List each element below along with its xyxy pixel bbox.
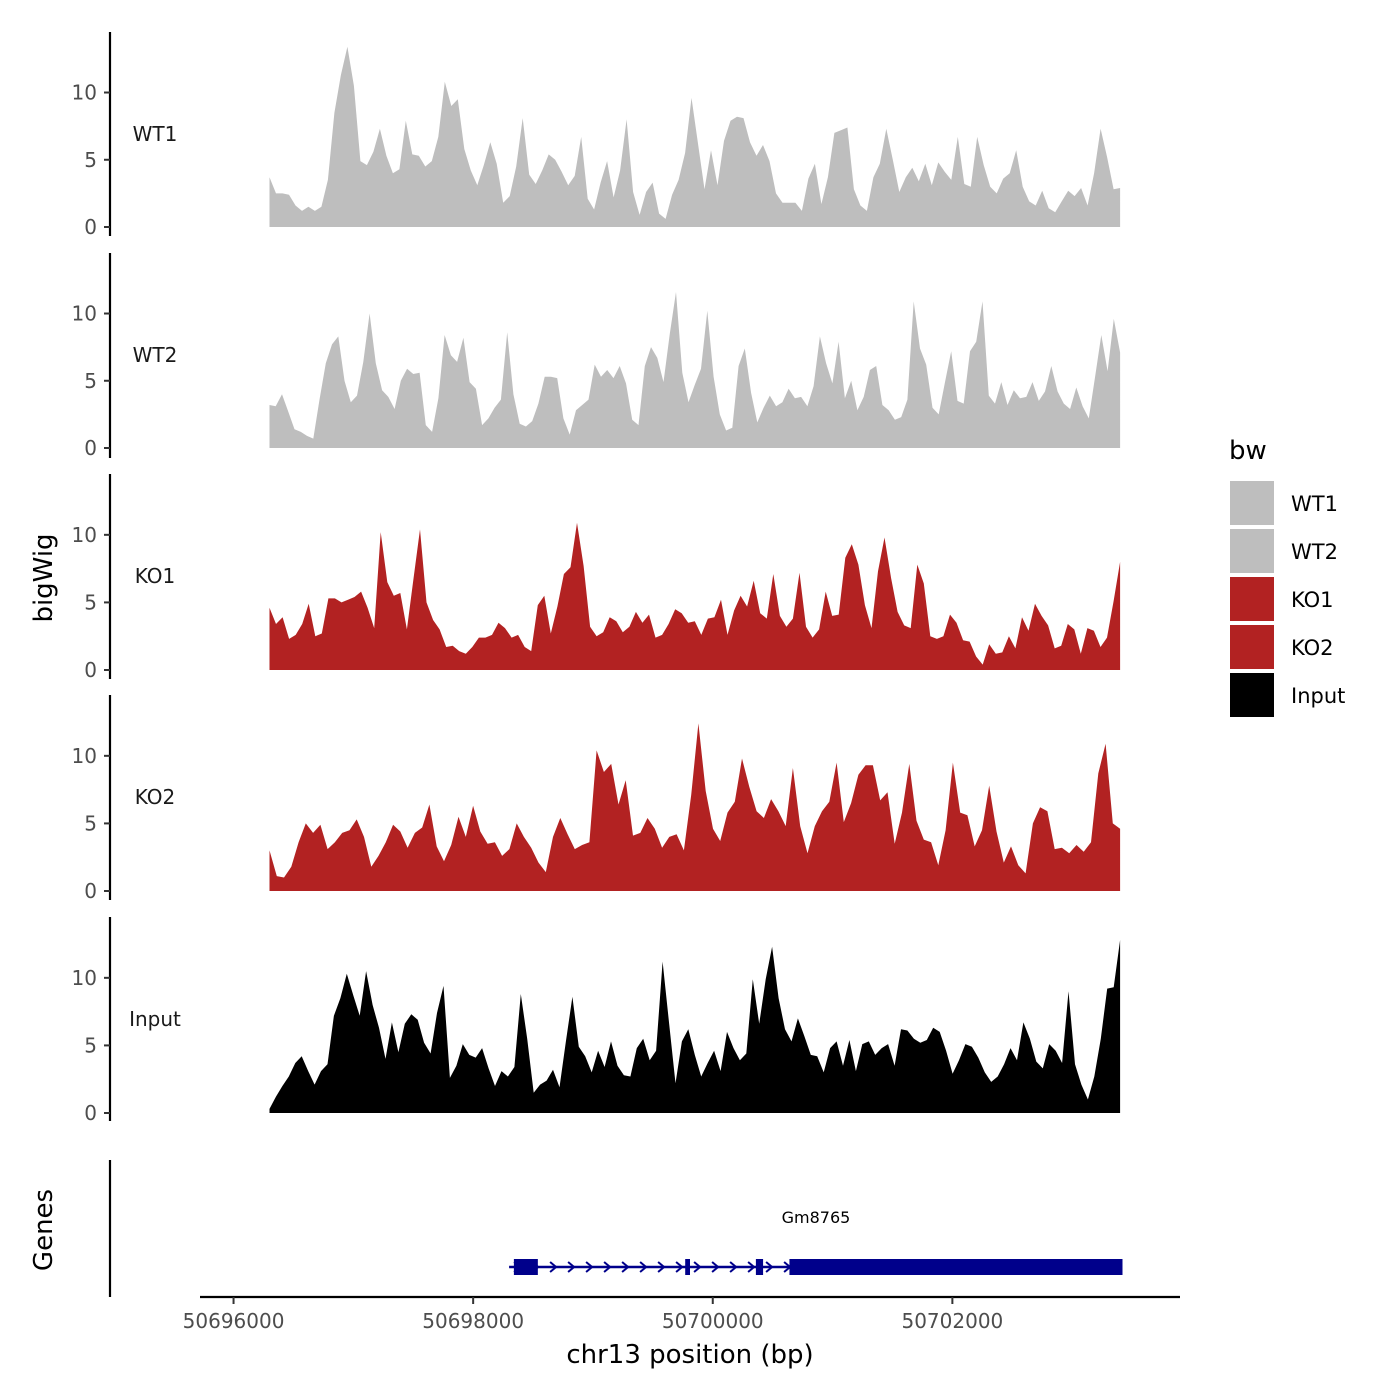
track-Input: 0 5 10 Input — [72, 917, 1121, 1125]
strand-arrow — [693, 1261, 702, 1273]
genes-track: Gm8765 — [108, 1160, 1123, 1297]
y-tick-label: 5 — [84, 1033, 97, 1057]
y-tick-label: 10 — [72, 302, 97, 326]
legend: bw WT1 WT2 KO1 KO2 Input — [1228, 436, 1345, 719]
gene-Gm8765: Gm8765 — [509, 1208, 1123, 1275]
y-tick-label: 5 — [84, 369, 97, 393]
legend-item-Input: Input — [1228, 671, 1345, 719]
exon — [685, 1259, 690, 1275]
y-tick-label: 10 — [72, 966, 97, 990]
y-tick-label: 5 — [84, 148, 97, 172]
legend-swatch — [1228, 479, 1276, 527]
x-axis: 50696000 50698000 50700000 50702000 — [183, 1295, 1180, 1333]
strand-arrow — [747, 1261, 756, 1273]
legend-label: KO1 — [1291, 588, 1334, 612]
y-tick-label: 0 — [84, 879, 97, 903]
strand-arrow — [711, 1261, 720, 1273]
y-tick-label: 10 — [72, 523, 97, 547]
strand-arrow — [675, 1261, 684, 1273]
legend-label: WT2 — [1291, 540, 1338, 564]
area-WT1 — [269, 46, 1121, 227]
legend-swatch — [1228, 575, 1276, 623]
gene-label: Gm8765 — [782, 1208, 851, 1227]
area-KO1 — [269, 522, 1121, 670]
y-tick-label: 5 — [84, 811, 97, 835]
legend-label: KO2 — [1291, 636, 1334, 660]
strand-arrow — [639, 1261, 648, 1273]
x-axis-title: chr13 position (bp) — [566, 1340, 813, 1370]
track-KO1: 0 5 10 KO1 — [72, 474, 1121, 682]
legend-swatch — [1228, 623, 1276, 671]
track-label-WT1: WT1 — [133, 122, 178, 146]
exon — [789, 1259, 1123, 1275]
y-tick-label: 5 — [84, 590, 97, 614]
track-label-KO2: KO2 — [135, 785, 176, 809]
strand-arrow — [765, 1261, 774, 1273]
strand-arrow — [657, 1261, 666, 1273]
genes-track-title: Genes — [29, 1189, 59, 1271]
x-tick-label: 50702000 — [901, 1309, 1003, 1333]
legend-item-KO2: KO2 — [1228, 623, 1334, 671]
y-tick-label: 0 — [84, 1101, 97, 1125]
x-tick-label: 50696000 — [183, 1309, 285, 1333]
strand-arrow — [621, 1261, 630, 1273]
x-tick-label: 50700000 — [662, 1309, 764, 1333]
exon — [755, 1259, 764, 1275]
legend-item-KO1: KO1 — [1228, 575, 1334, 623]
track-label-Input: Input — [129, 1007, 181, 1031]
track-WT1: 0 5 10 WT1 — [72, 32, 1121, 239]
legend-label: Input — [1291, 684, 1345, 708]
bigwig-tracks: 0 5 10 WT1 0 5 10 WT2 0 5 10 KO1 0 5 10 KO2 0 5 10 Input — [72, 32, 1121, 1125]
track-label-WT2: WT2 — [133, 343, 178, 367]
area-KO2 — [269, 723, 1121, 891]
y-tick-label: 0 — [84, 215, 97, 239]
strand-arrow — [729, 1261, 738, 1273]
area-WT2 — [269, 292, 1121, 448]
strand-arrow — [603, 1261, 612, 1273]
legend-swatch — [1228, 527, 1276, 575]
strand-arrow — [549, 1261, 558, 1273]
y-tick-label: 10 — [72, 81, 97, 105]
legend-label: WT1 — [1291, 492, 1338, 516]
y-tick-label: 0 — [84, 436, 97, 460]
legend-title: bw — [1229, 436, 1267, 466]
exon — [513, 1259, 538, 1275]
area-Input — [269, 940, 1121, 1113]
y-tick-label: 0 — [84, 658, 97, 682]
legend-item-WT2: WT2 — [1228, 527, 1338, 575]
strand-arrow — [585, 1261, 594, 1273]
y-axis-title: bigWig — [29, 533, 59, 622]
track-WT2: 0 5 10 WT2 — [72, 253, 1121, 460]
track-label-KO1: KO1 — [135, 564, 176, 588]
legend-item-WT1: WT1 — [1228, 479, 1338, 527]
y-tick-label: 10 — [72, 744, 97, 768]
track-KO2: 0 5 10 KO2 — [72, 695, 1121, 903]
x-tick-label: 50698000 — [422, 1309, 524, 1333]
strand-arrow — [567, 1261, 576, 1273]
legend-swatch — [1228, 671, 1276, 719]
